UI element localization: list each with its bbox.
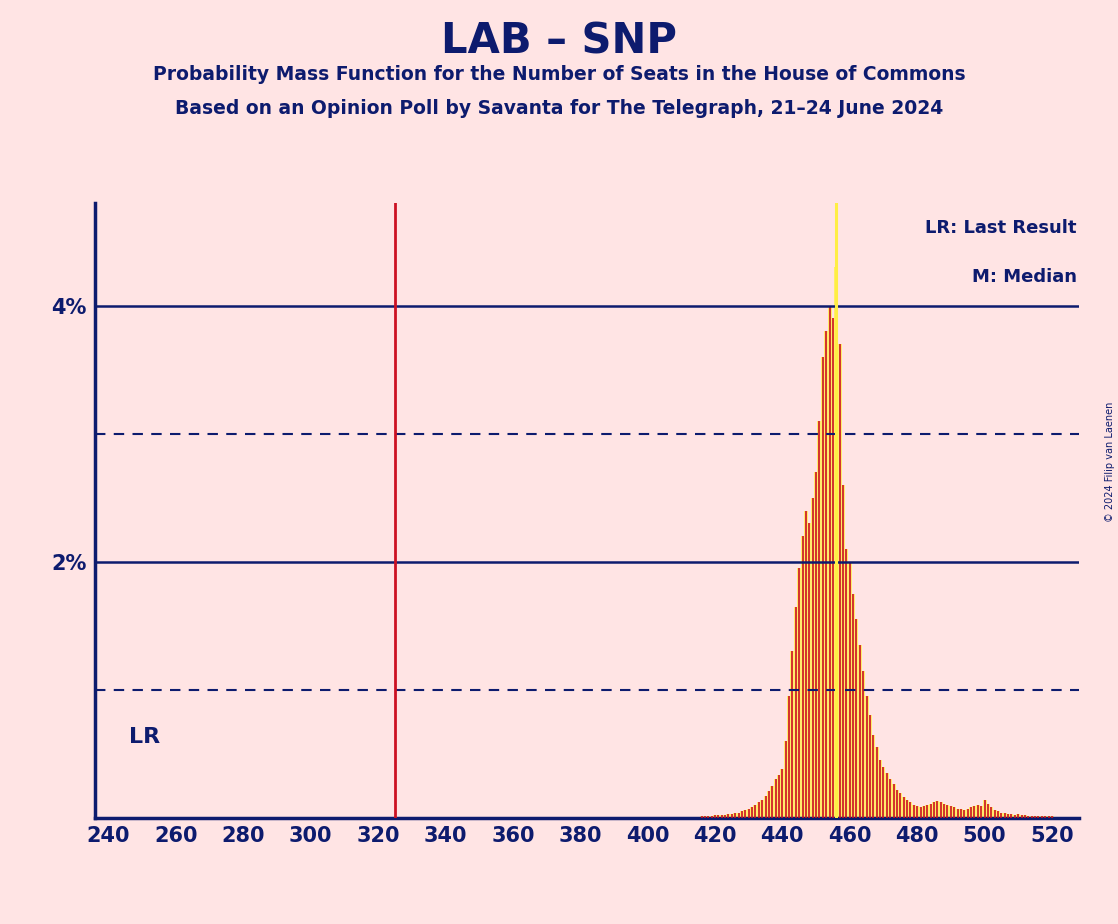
- Text: M: Median: M: Median: [972, 268, 1077, 286]
- Text: LR: LR: [130, 727, 161, 748]
- Text: © 2024 Filip van Laenen: © 2024 Filip van Laenen: [1105, 402, 1115, 522]
- Text: LR: Last Result: LR: Last Result: [926, 219, 1077, 237]
- Text: Based on an Opinion Poll by Savanta for The Telegraph, 21–24 June 2024: Based on an Opinion Poll by Savanta for …: [174, 99, 944, 118]
- Text: Probability Mass Function for the Number of Seats in the House of Commons: Probability Mass Function for the Number…: [153, 65, 965, 84]
- Text: LAB – SNP: LAB – SNP: [440, 20, 678, 62]
